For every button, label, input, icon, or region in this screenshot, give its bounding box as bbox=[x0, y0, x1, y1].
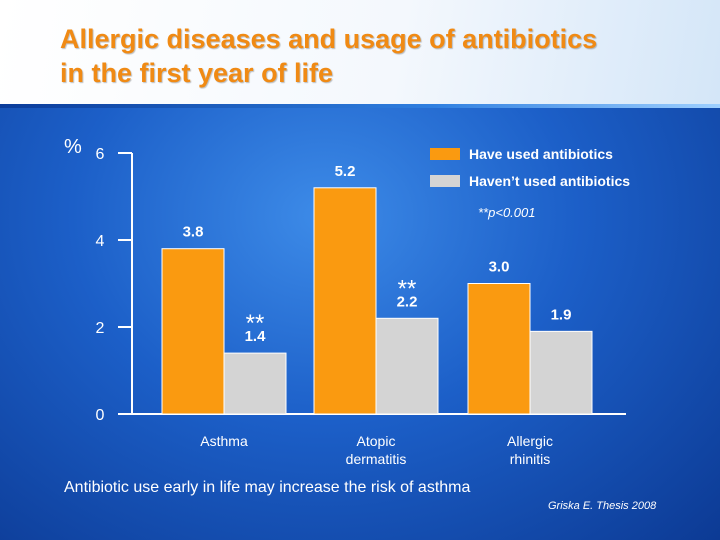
legend-item-not-used: Haven’t used antibiotics bbox=[430, 171, 630, 191]
y-axis-unit-label: % bbox=[64, 136, 82, 158]
bar-not-used bbox=[375, 317, 439, 415]
bar-used bbox=[161, 248, 225, 415]
legend-item-used: Have used antibiotics bbox=[430, 144, 630, 164]
legend-label-not-used: Haven’t used antibiotics bbox=[469, 173, 631, 189]
x-category-label: dermatitis bbox=[346, 451, 407, 467]
significance-note: **p<0.001 bbox=[478, 205, 536, 220]
legend-swatch-used bbox=[430, 148, 460, 160]
y-tick-label: 2 bbox=[96, 320, 105, 337]
y-tick-label: 0 bbox=[96, 407, 105, 424]
bar-not-used bbox=[223, 352, 287, 415]
data-label: 3.8 bbox=[183, 224, 204, 241]
x-category-label: Atopic bbox=[357, 433, 396, 449]
data-label: 1.4 bbox=[245, 328, 267, 345]
bar-not-used bbox=[529, 330, 593, 415]
x-category-label: Asthma bbox=[200, 433, 248, 449]
significance-marker: ** bbox=[246, 310, 265, 337]
slide-title: Allergic diseases and usage of antibioti… bbox=[60, 22, 700, 90]
legend-label-used: Have used antibiotics bbox=[469, 146, 613, 162]
x-category-label: Allergic bbox=[507, 433, 553, 449]
data-label: 2.2 bbox=[397, 293, 418, 310]
y-tick-label: 6 bbox=[96, 146, 105, 163]
source-citation: Griska E. Thesis 2008 bbox=[548, 500, 657, 512]
title-line-1: Allergic diseases and usage of antibioti… bbox=[60, 24, 598, 54]
header-band bbox=[0, 0, 720, 108]
data-label: 5.2 bbox=[335, 163, 356, 180]
bar-used bbox=[313, 187, 377, 415]
legend: Have used antibiotics Haven’t used antib… bbox=[430, 144, 630, 198]
title-line-2: in the first year of life bbox=[60, 58, 334, 88]
conclusion-text: Antibiotic use early in life may increas… bbox=[64, 479, 471, 496]
legend-swatch-not-used bbox=[430, 175, 460, 187]
x-category-label: rhinitis bbox=[510, 451, 550, 467]
significance-marker: ** bbox=[398, 275, 417, 302]
data-label: 3.0 bbox=[489, 259, 510, 276]
bar-used bbox=[467, 283, 531, 415]
y-tick-label: 4 bbox=[96, 233, 105, 250]
data-label: 1.9 bbox=[551, 306, 572, 323]
